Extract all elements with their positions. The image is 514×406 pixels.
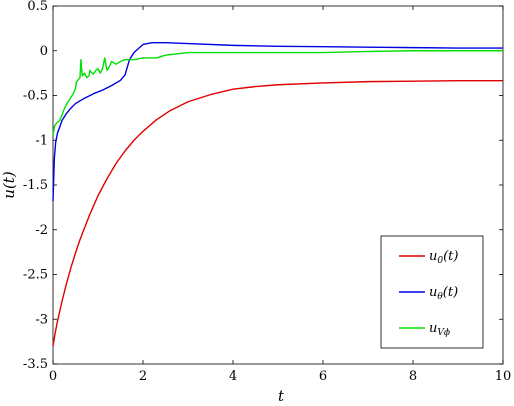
legend-label: uθ(t)	[429, 285, 458, 302]
y-tick-label: -0.5	[23, 89, 48, 104]
y-tick-label: 0	[40, 44, 48, 59]
y-tick-label: -2.5	[23, 268, 48, 283]
x-tick-label: 2	[139, 369, 147, 384]
y-tick-label: -1.5	[23, 178, 48, 193]
y-axis-label: u(t)	[0, 171, 18, 199]
x-tick-label: 8	[409, 369, 417, 384]
y-tick-label: -3.5	[23, 357, 48, 372]
series-line-2	[52, 50, 503, 136]
series-layer	[52, 41, 503, 347]
legend: u0(t) uθ(t) uVϕ	[380, 235, 484, 349]
x-tick-label: 6	[319, 369, 327, 384]
series-line-1	[52, 41, 503, 202]
legend-box	[380, 235, 484, 349]
legend-label: uVϕ	[429, 321, 450, 338]
axis-ticks: 0 2 4 6 8 10 -3.5 -3 -2.5 -2 -1.5 -1 -0.5 0 0.5	[23, 0, 511, 384]
y-tick-label: -2	[35, 223, 48, 238]
series-line-0	[52, 80, 503, 347]
y-tick-label: 0.5	[27, 0, 48, 14]
legend-label: u0(t)	[429, 249, 458, 266]
x-axis-label: t	[278, 387, 285, 405]
x-tick-label: 10	[495, 369, 512, 384]
y-tick-label: -3	[35, 312, 48, 327]
x-tick-label: 0	[49, 369, 57, 384]
x-tick-label: 4	[229, 369, 237, 384]
y-tick-label: -1	[35, 133, 48, 148]
